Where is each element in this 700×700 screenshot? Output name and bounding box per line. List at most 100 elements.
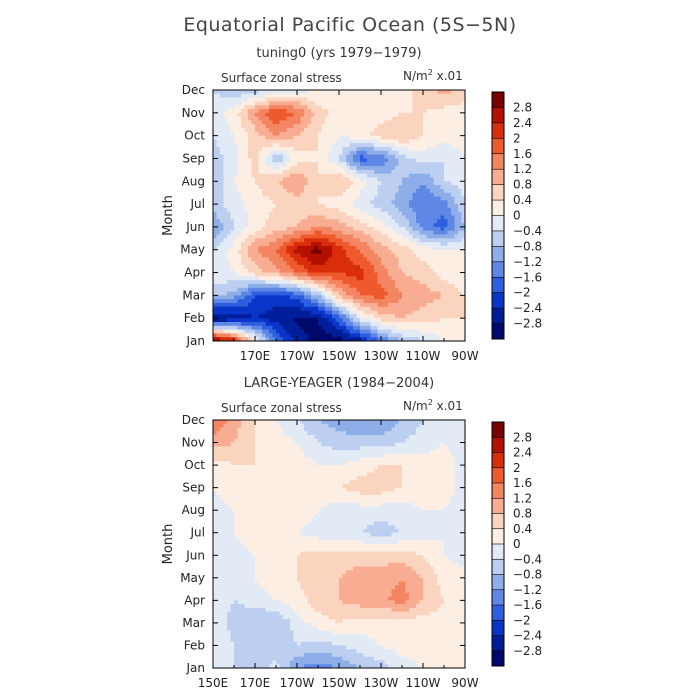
heat-cell xyxy=(349,128,354,133)
heat-cell xyxy=(447,420,452,425)
heat-cell xyxy=(440,226,445,232)
heat-cell xyxy=(300,242,305,247)
heat-cell xyxy=(339,147,344,152)
heat-cell xyxy=(286,192,291,198)
heat-cell xyxy=(437,257,442,262)
heat-cell xyxy=(377,101,382,106)
heat-cell xyxy=(318,238,323,243)
heat-cell xyxy=(458,188,463,194)
heat-cell xyxy=(335,200,340,205)
heat-cell xyxy=(328,154,333,160)
heat-cell xyxy=(426,204,431,209)
heat-cell xyxy=(293,321,298,327)
heat-cell xyxy=(405,135,410,141)
heat-cell xyxy=(328,314,333,319)
heat-cell xyxy=(402,204,407,209)
heat-cell xyxy=(384,280,389,285)
heat-cell xyxy=(454,283,459,289)
heat-cell xyxy=(265,116,270,122)
heat-cell xyxy=(279,93,284,99)
heat-cell xyxy=(377,109,382,114)
heat-cell xyxy=(440,276,445,281)
colorbar-label: −1.2 xyxy=(513,255,542,269)
heat-cell xyxy=(384,245,389,251)
heat-cell xyxy=(356,238,361,243)
heat-cell xyxy=(444,238,449,243)
heat-cell xyxy=(244,150,249,156)
heat-cell xyxy=(360,249,365,255)
heat-cell xyxy=(244,302,249,308)
heat-cell xyxy=(237,333,242,338)
heat-cell xyxy=(349,131,354,137)
heat-cell xyxy=(360,238,365,243)
heat-cell xyxy=(314,223,319,228)
heat-cell xyxy=(433,215,438,220)
heat-cell xyxy=(262,283,267,289)
heat-cell xyxy=(258,261,263,266)
heat-cell xyxy=(416,192,421,198)
heat-cell xyxy=(283,150,288,156)
heat-cell xyxy=(290,321,295,327)
heat-cell xyxy=(234,131,239,137)
heat-cell xyxy=(237,139,242,144)
heat-cell xyxy=(262,234,267,239)
heat-cell xyxy=(391,238,396,243)
heat-cell xyxy=(311,291,316,296)
heat-cell xyxy=(353,143,358,148)
heat-cell xyxy=(461,204,465,209)
heat-cell xyxy=(416,101,421,106)
heat-cell xyxy=(297,329,302,334)
heat-cell xyxy=(286,329,291,334)
heat-cell xyxy=(332,150,337,156)
heat-cell xyxy=(419,329,424,334)
heat-cell xyxy=(332,283,337,289)
heat-cell xyxy=(374,299,379,304)
heat-cell xyxy=(370,264,375,270)
heat-cell xyxy=(216,147,221,152)
heat-cell xyxy=(314,131,319,137)
heat-cell xyxy=(248,310,253,315)
heat-cell xyxy=(216,306,221,312)
heat-cell xyxy=(402,264,407,270)
heat-cell xyxy=(423,272,428,277)
heat-cell xyxy=(423,131,428,137)
heat-cell xyxy=(444,302,449,308)
heat-cell xyxy=(311,261,316,266)
heat-cell xyxy=(335,337,340,341)
heat-cell xyxy=(318,188,323,194)
heat-cell xyxy=(286,166,291,171)
heat-cell xyxy=(367,211,372,217)
heat-cell xyxy=(363,147,368,152)
heat-cell xyxy=(370,219,375,224)
heat-cell xyxy=(458,280,463,285)
heat-cell xyxy=(451,249,456,255)
heat-cell xyxy=(395,124,400,129)
heat-cell xyxy=(297,143,302,148)
heat-cell xyxy=(374,329,379,334)
heat-cell xyxy=(230,120,235,125)
heat-cell xyxy=(360,302,365,308)
heat-cell xyxy=(440,131,445,137)
heat-cell xyxy=(416,169,421,175)
heat-cell xyxy=(311,128,316,133)
heat-cell xyxy=(276,109,281,114)
heat-cell xyxy=(398,283,403,289)
heat-cell xyxy=(412,238,417,243)
heat-cell xyxy=(377,188,382,194)
heat-cell xyxy=(286,223,291,228)
heat-cell xyxy=(269,299,274,304)
heat-cell xyxy=(237,306,242,312)
heat-cell xyxy=(262,101,267,106)
heat-cell xyxy=(381,272,386,277)
heat-cell xyxy=(300,147,305,152)
heat-cell xyxy=(388,337,393,341)
heat-cell xyxy=(251,268,256,274)
heat-cell xyxy=(269,280,274,285)
heat-cell xyxy=(216,234,221,239)
heat-cell xyxy=(353,318,358,323)
heat-cell xyxy=(269,120,274,125)
heat-cell xyxy=(251,207,256,213)
heat-cell xyxy=(451,90,456,95)
heat-cell xyxy=(374,177,379,182)
heat-cell xyxy=(367,192,372,198)
